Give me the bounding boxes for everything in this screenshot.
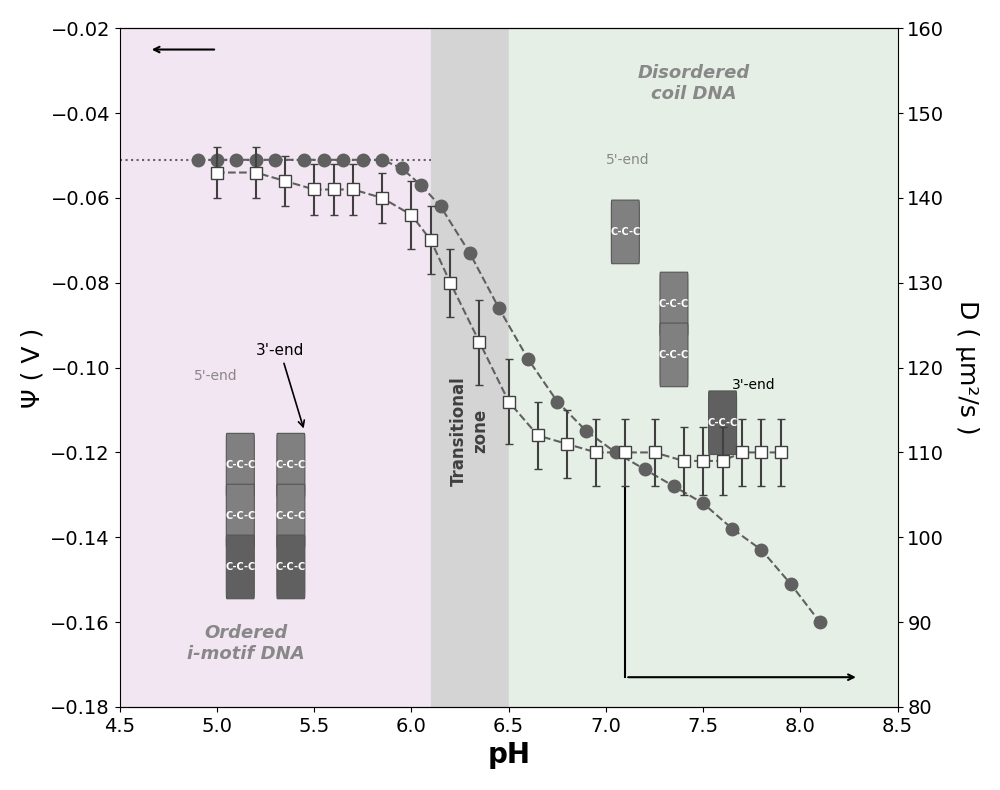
FancyBboxPatch shape: [226, 535, 254, 599]
Text: C-C-C: C-C-C: [276, 562, 306, 572]
X-axis label: pH: pH: [487, 741, 530, 769]
Text: C-C-C: C-C-C: [225, 562, 255, 572]
FancyBboxPatch shape: [226, 434, 254, 497]
Text: C-C-C: C-C-C: [610, 227, 640, 237]
Text: Disordered
coil DNA: Disordered coil DNA: [637, 64, 750, 103]
Text: C-C-C: C-C-C: [659, 350, 689, 360]
Text: Transitional
zone: Transitional zone: [450, 376, 489, 486]
FancyBboxPatch shape: [277, 434, 305, 497]
Text: 5'-end: 5'-end: [606, 153, 650, 167]
Y-axis label: Ψ ( V ): Ψ ( V ): [21, 328, 45, 408]
Text: Ordered
i-motif DNA: Ordered i-motif DNA: [187, 624, 305, 663]
Text: C-C-C: C-C-C: [276, 511, 306, 521]
Bar: [509, 28, 898, 707]
Bar: [431, 28, 509, 707]
FancyBboxPatch shape: [660, 323, 688, 386]
Text: C-C-C: C-C-C: [659, 299, 689, 309]
FancyBboxPatch shape: [226, 484, 254, 547]
Text: 3'-end: 3'-end: [732, 378, 776, 392]
FancyBboxPatch shape: [277, 484, 305, 547]
FancyBboxPatch shape: [709, 391, 737, 454]
Text: 5'-end: 5'-end: [194, 370, 237, 383]
Y-axis label: D ( μm²/s ): D ( μm²/s ): [955, 300, 979, 435]
Bar: [120, 28, 431, 707]
Text: C-C-C: C-C-C: [276, 460, 306, 470]
FancyBboxPatch shape: [277, 535, 305, 599]
Text: C-C-C: C-C-C: [707, 418, 738, 427]
Text: C-C-C: C-C-C: [225, 460, 255, 470]
Text: 3'-end: 3'-end: [256, 343, 304, 427]
FancyBboxPatch shape: [660, 273, 688, 336]
FancyBboxPatch shape: [611, 200, 639, 264]
Text: C-C-C: C-C-C: [225, 511, 255, 521]
